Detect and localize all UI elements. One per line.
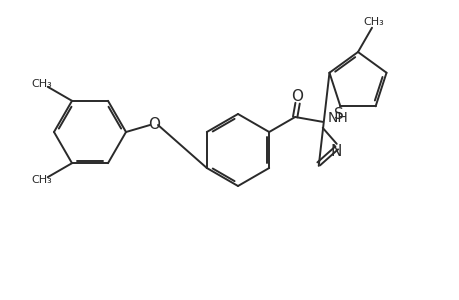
Text: NH: NH — [327, 111, 348, 125]
Text: CH₃: CH₃ — [31, 79, 52, 89]
Text: CH₃: CH₃ — [31, 175, 52, 185]
Text: CH₃: CH₃ — [363, 17, 384, 27]
Text: O: O — [291, 89, 303, 104]
Text: N: N — [329, 144, 341, 159]
Text: S: S — [334, 107, 343, 122]
Text: O: O — [148, 116, 160, 131]
